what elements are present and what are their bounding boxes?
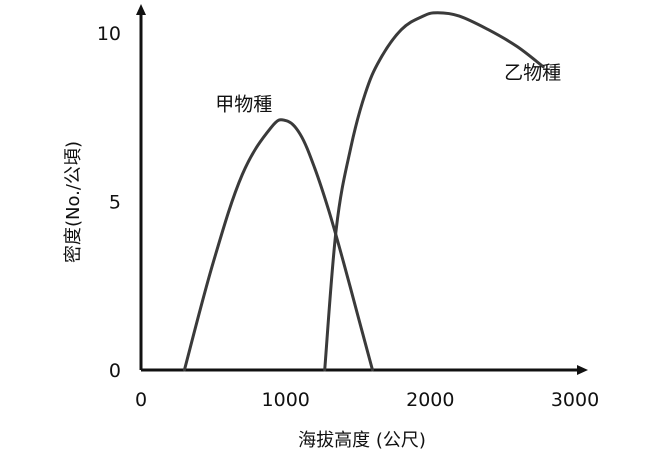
series-labels: 甲物種 乙物種 bbox=[215, 62, 561, 116]
x-tick-label: 0 bbox=[135, 389, 147, 411]
y-tick-label: 5 bbox=[109, 192, 121, 214]
tick-labels: 0 1000 2000 3000 0 5 10 bbox=[97, 23, 599, 411]
x-tick-label: 3000 bbox=[551, 389, 599, 411]
axes bbox=[136, 4, 588, 375]
series-label-1: 甲物種 bbox=[215, 94, 272, 116]
series-curves bbox=[182, 11, 545, 372]
y-tick-label: 10 bbox=[97, 23, 121, 45]
y-axis-title: 密度(No./公頃) bbox=[63, 141, 84, 263]
x-tick-label: 1000 bbox=[262, 389, 310, 411]
x-axis-title: 海拔高度 (公尺) bbox=[298, 430, 426, 451]
x-tick-label: 2000 bbox=[406, 389, 454, 411]
series-curve-1 bbox=[182, 118, 374, 372]
y-tick-label: 0 bbox=[109, 360, 121, 382]
series-curve-2 bbox=[323, 11, 545, 372]
series-label-2: 乙物種 bbox=[504, 62, 561, 84]
